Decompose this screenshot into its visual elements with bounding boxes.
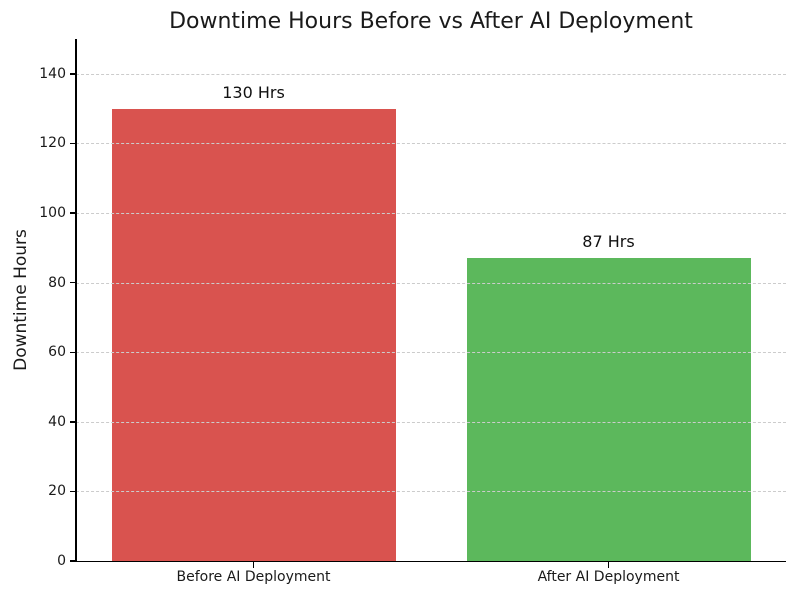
gridline [76, 73, 786, 75]
y-tick-mark [70, 421, 76, 423]
chart-title: Downtime Hours Before vs After AI Deploy… [169, 9, 693, 34]
y-tick-label: 80 [48, 274, 66, 291]
y-tick-mark [70, 560, 76, 562]
bar-value-label: 130 Hrs [222, 82, 285, 102]
y-tick-mark [70, 212, 76, 214]
y-tick-label: 40 [48, 413, 66, 430]
y-axis-spine [75, 39, 77, 561]
gridline [76, 143, 786, 145]
y-tick-mark [70, 142, 76, 145]
y-tick-label: 20 [48, 483, 66, 500]
y-tick-mark [70, 490, 76, 493]
y-tick-label: 100 [39, 205, 66, 221]
x-axis-spine [75, 560, 786, 562]
bar-before-ai-deployment [111, 108, 396, 561]
gridline [76, 421, 786, 423]
x-tick-mark [607, 562, 610, 568]
gridline [76, 282, 786, 284]
y-tick-label: 60 [48, 344, 66, 361]
y-axis-label: Downtime Hours [11, 229, 31, 371]
plot-area: 130 Hrs Before AI Deployment 87 Hrs After A… [39, 39, 786, 585]
gridline [76, 352, 786, 354]
y-tick-label: 120 [39, 135, 66, 152]
bar-after-ai-deployment [466, 258, 751, 561]
gridline [76, 491, 786, 493]
y-tick-label: 0 [57, 553, 66, 569]
y-tick-mark [70, 351, 76, 353]
x-tick-label: Before AI Deployment [176, 569, 331, 585]
y-tick-mark [70, 73, 76, 75]
bar-value-label: 87 Hrs [582, 232, 635, 252]
y-tick-mark [70, 281, 76, 284]
y-tick-label: 140 [39, 65, 66, 82]
x-tick-label: After AI Deployment [537, 569, 680, 585]
gridline [76, 213, 786, 214]
x-tick-mark [252, 562, 255, 568]
